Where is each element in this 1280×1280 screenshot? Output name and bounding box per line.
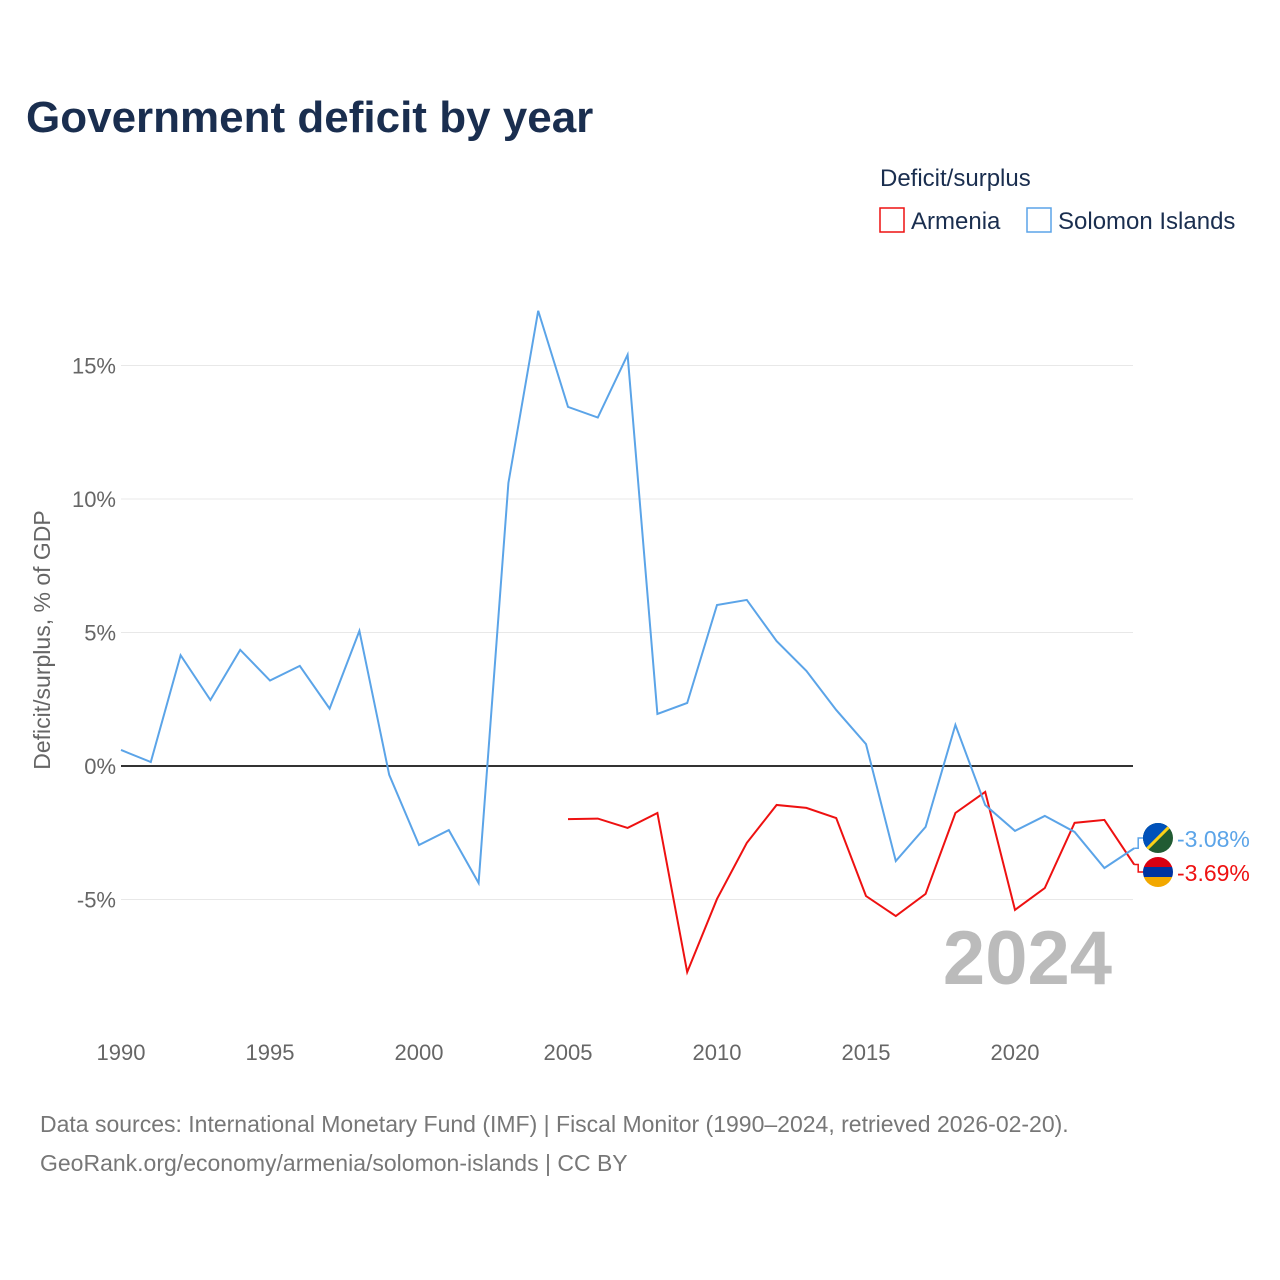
data-point	[833, 707, 839, 713]
x-tick-label: 1990	[97, 1040, 146, 1065]
data-point	[356, 628, 362, 634]
data-point	[237, 647, 243, 653]
data-point	[1012, 828, 1018, 834]
end-label-connector	[1134, 837, 1145, 849]
y-axis-label: Deficit/surplus, % of GDP	[29, 510, 55, 769]
series-line-solomon-islands	[120, 310, 1135, 887]
data-point	[595, 415, 601, 421]
data-point	[178, 652, 184, 658]
data-point	[714, 896, 720, 902]
data-point	[505, 480, 511, 486]
legend-swatch	[1026, 207, 1052, 233]
data-point	[893, 913, 899, 919]
data-point	[744, 597, 750, 603]
y-tick-label: 10%	[72, 487, 116, 512]
data-point	[416, 842, 422, 848]
data-point	[774, 802, 780, 808]
data-point	[625, 352, 631, 358]
x-tick-label: 2015	[842, 1040, 891, 1065]
data-point	[535, 308, 541, 314]
data-point	[654, 711, 660, 717]
data-point	[595, 816, 601, 822]
data-point	[1042, 813, 1048, 819]
year-watermark: 2024	[943, 916, 1112, 1001]
end-value-label: -3.08%	[1177, 826, 1250, 852]
end-label-connector	[1134, 863, 1145, 873]
y-tick-label: 0%	[84, 754, 116, 779]
y-tick-label: 5%	[84, 621, 116, 646]
data-point	[952, 810, 958, 816]
end-value-label: -3.69%	[1177, 860, 1250, 886]
series-line-armenia	[567, 790, 1136, 976]
data-point	[625, 825, 631, 831]
data-point	[1101, 865, 1107, 871]
data-point	[297, 663, 303, 669]
data-point	[1012, 907, 1018, 913]
legend-item-armenia[interactable]: Armenia	[879, 207, 1001, 235]
data-point	[923, 824, 929, 830]
data-point	[565, 404, 571, 410]
legend: Armenia Solomon Islands	[879, 207, 1235, 235]
data-point	[893, 858, 899, 864]
armenia-flag-icon	[1143, 857, 1173, 887]
data-point	[982, 802, 988, 808]
series-group: -3.69% -3.08%	[118, 308, 1250, 976]
x-tick-label: 2020	[991, 1040, 1040, 1065]
data-point	[863, 741, 869, 747]
data-point	[654, 810, 660, 816]
data-point	[863, 893, 869, 899]
data-point	[923, 891, 929, 897]
data-point	[982, 789, 988, 795]
x-tick-label: 2005	[544, 1040, 593, 1065]
x-tick-label: 1995	[246, 1040, 295, 1065]
data-point	[327, 706, 333, 712]
gridlines: -5% 0% 5% 10% 15% 1990 1995 2000 2005 2010 2015 202…	[72, 354, 1133, 1065]
data-point	[1072, 820, 1078, 826]
data-point	[1042, 885, 1048, 891]
solomon-islands-flag-icon	[1143, 823, 1173, 853]
data-point	[714, 602, 720, 608]
data-point	[684, 969, 690, 975]
data-point	[744, 840, 750, 846]
data-point	[684, 700, 690, 706]
legend-label: Solomon Islands	[1058, 208, 1235, 235]
legend-title: Deficit/surplus	[880, 165, 1031, 192]
data-point	[446, 827, 452, 833]
data-point	[386, 772, 392, 778]
legend-item-solomon-islands[interactable]: Solomon Islands	[1026, 207, 1235, 235]
data-point	[803, 668, 809, 674]
data-point	[267, 678, 273, 684]
data-point	[476, 880, 482, 886]
data-point	[565, 816, 571, 822]
data-point	[1101, 817, 1107, 823]
data-point	[833, 815, 839, 821]
data-point	[803, 805, 809, 811]
chart-title: Government deficit by year	[26, 93, 593, 142]
x-tick-label: 2000	[395, 1040, 444, 1065]
x-tick-label: 2010	[693, 1040, 742, 1065]
data-point	[207, 697, 213, 703]
y-tick-label: -5%	[77, 888, 116, 913]
data-point	[148, 759, 154, 765]
legend-label: Armenia	[911, 208, 1001, 235]
data-point	[774, 638, 780, 644]
legend-swatch	[879, 207, 905, 233]
footer-sources: Data sources: International Monetary Fun…	[40, 1111, 1069, 1137]
data-point	[952, 722, 958, 728]
y-tick-label: 15%	[72, 354, 116, 379]
data-point	[118, 747, 124, 753]
data-point	[1072, 829, 1078, 835]
footer-link[interactable]: GeoRank.org/economy/armenia/solomon-isla…	[40, 1150, 628, 1176]
